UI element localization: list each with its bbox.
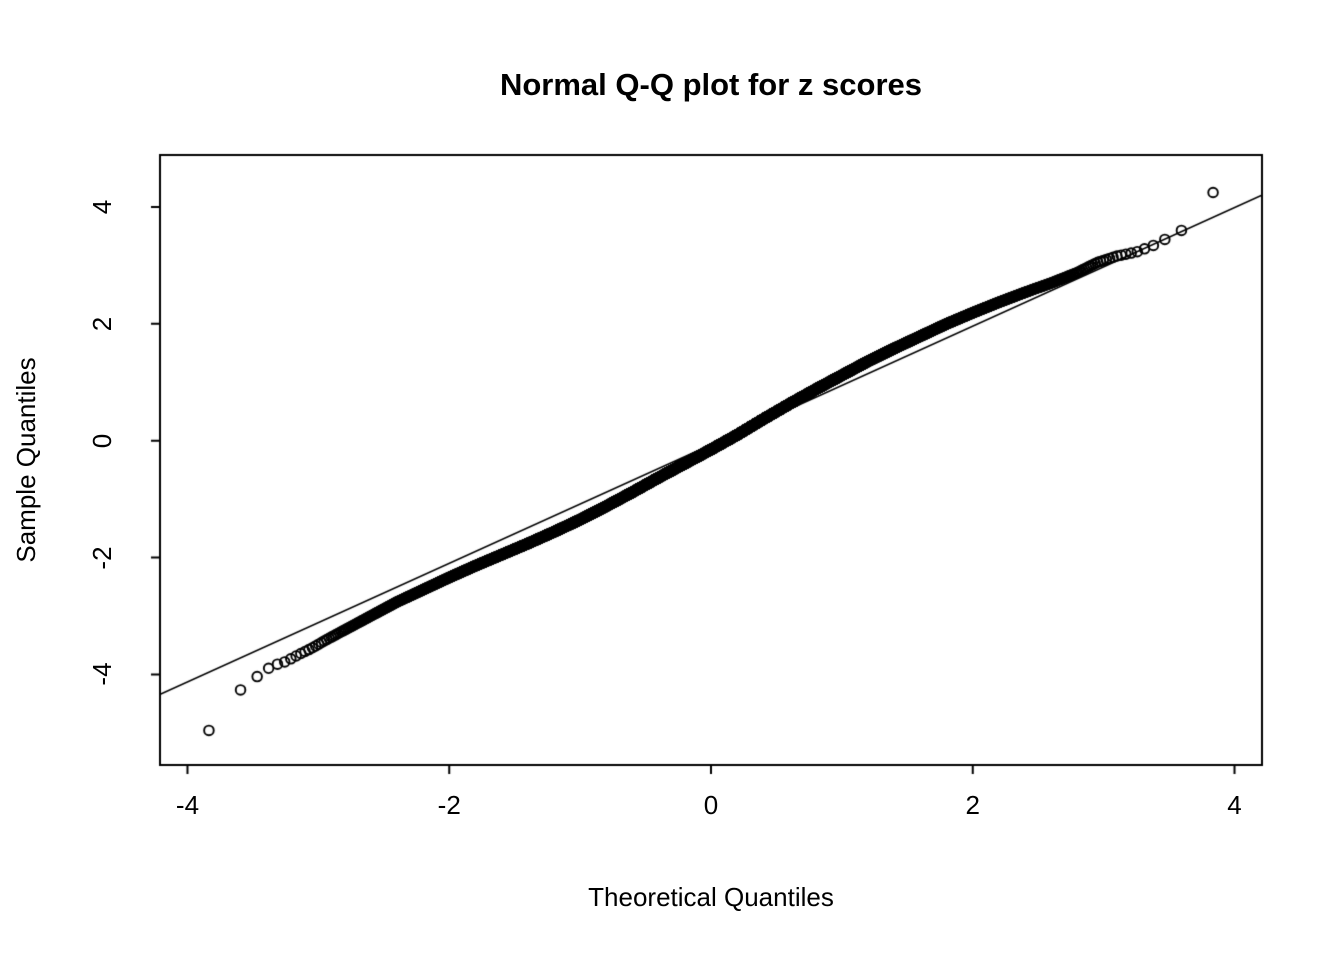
y-tick-label: 0 [87,433,117,448]
x-axis-label: Theoretical Quantiles [588,882,834,912]
x-tick-label: -2 [437,790,461,820]
x-tick-label: -4 [175,790,200,820]
y-tick-label: -4 [87,662,117,686]
y-tick-label: 2 [87,316,117,332]
x-tick-label: 0 [703,790,719,820]
x-tick-label: 2 [965,790,980,820]
x-tick-label: 4 [1227,790,1242,820]
y-tick-labels: -4 -2 0 2 4 [0,0,160,960]
x-tick-labels: -4 -2 0 2 4 [0,790,1344,824]
chart-title: Normal Q-Q plot for z scores [499,67,922,102]
y-tick-label: -2 [87,546,117,570]
y-tick-label: 4 [87,199,117,215]
